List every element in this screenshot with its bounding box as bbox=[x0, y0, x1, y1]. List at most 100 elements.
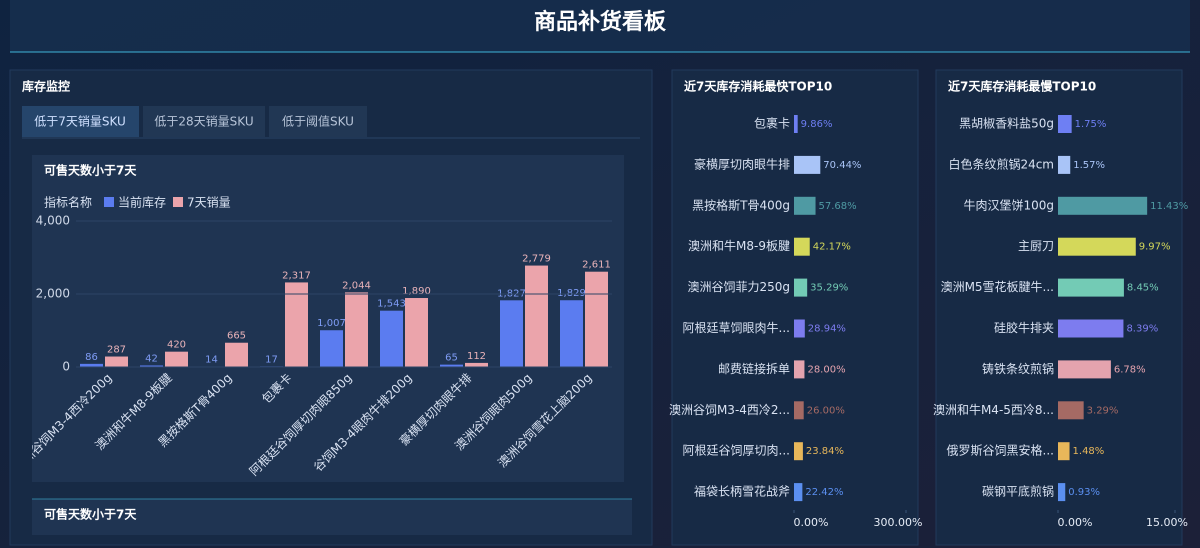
data-label: 8.39% bbox=[1126, 324, 1158, 335]
bar bbox=[1058, 196, 1148, 215]
bar bbox=[1058, 115, 1072, 133]
bar bbox=[80, 363, 103, 367]
data-label: 17 bbox=[265, 354, 278, 365]
data-label: 1,543 bbox=[377, 299, 406, 310]
data-label: 86 bbox=[85, 352, 98, 363]
bar bbox=[794, 278, 808, 297]
bar bbox=[345, 292, 368, 367]
tab[interactable]: 低于7天销量SKU bbox=[34, 115, 126, 129]
legend-title: 指标名称 bbox=[44, 195, 92, 210]
data-label: 287 bbox=[107, 345, 126, 356]
row-label: 澳洲谷饲菲力250g bbox=[687, 280, 790, 294]
row-label: 牛肉汉堡饼100g bbox=[963, 197, 1054, 212]
y-tick-label: 4,000 bbox=[36, 214, 70, 228]
row-label: 豪横厚切肉眼牛排 bbox=[694, 156, 790, 171]
data-label: 2,779 bbox=[522, 254, 551, 265]
bar bbox=[165, 351, 188, 367]
data-label: 22.42% bbox=[805, 487, 843, 498]
chart-title: 可售天数小于7天 bbox=[44, 163, 137, 178]
row-label: 黑胡椒香料盐50g bbox=[959, 117, 1054, 131]
legend-swatch bbox=[104, 197, 114, 207]
data-label: 57.68% bbox=[819, 201, 857, 212]
bar bbox=[105, 356, 128, 367]
bar bbox=[525, 265, 548, 367]
data-label: 28.94% bbox=[808, 324, 846, 335]
bar bbox=[1058, 483, 1066, 502]
row-label: 白色条纹煎锅24cm bbox=[948, 156, 1054, 171]
slow-panel bbox=[935, 69, 1183, 546]
data-label: 2,611 bbox=[582, 260, 611, 271]
bar bbox=[1058, 360, 1111, 379]
bar bbox=[794, 196, 816, 215]
tab-bg[interactable] bbox=[143, 106, 265, 137]
bar bbox=[1058, 278, 1124, 297]
bar bbox=[1058, 155, 1071, 174]
row-label: 澳洲和牛M8-9板腱 bbox=[688, 238, 790, 253]
data-label: 1.57% bbox=[1073, 160, 1105, 171]
data-label: 65 bbox=[445, 353, 458, 364]
bar bbox=[794, 155, 821, 174]
row-label: 阿根廷谷饲厚切肉... bbox=[683, 444, 790, 458]
bar bbox=[1058, 401, 1084, 420]
legend-swatch bbox=[173, 197, 183, 207]
tab-active[interactable] bbox=[22, 106, 139, 137]
header-bar bbox=[10, 0, 1190, 52]
fast-panel bbox=[671, 69, 919, 546]
bar bbox=[585, 271, 608, 367]
data-label: 2,044 bbox=[342, 280, 371, 291]
data-label: 9.97% bbox=[1139, 242, 1171, 253]
row-label: 邮费链接拆单 bbox=[718, 361, 790, 376]
data-label: 35.29% bbox=[810, 283, 848, 294]
data-label: 23.84% bbox=[806, 446, 844, 457]
bar bbox=[794, 319, 805, 338]
data-label: 1.48% bbox=[1073, 446, 1105, 457]
panel-title: 近7天库存消耗最慢TOP10 bbox=[948, 79, 1096, 94]
bar bbox=[140, 365, 163, 367]
bar bbox=[500, 300, 523, 367]
y-tick-label: 0 bbox=[62, 360, 70, 374]
row-label: 澳洲和牛M4-5西冷8... bbox=[933, 402, 1054, 417]
tab[interactable]: 低于28天销量SKU bbox=[154, 115, 253, 129]
bar bbox=[794, 115, 798, 133]
panel-title: 近7天库存消耗最快TOP10 bbox=[684, 79, 832, 94]
row-label: 俄罗斯谷饲黑安格... bbox=[947, 443, 1054, 458]
row-label: 主厨刀 bbox=[1018, 239, 1054, 253]
tab-bg[interactable] bbox=[269, 106, 367, 137]
bar bbox=[794, 442, 803, 461]
data-label: 420 bbox=[167, 340, 186, 351]
data-label: 2,317 bbox=[282, 270, 311, 281]
data-label: 8.45% bbox=[1127, 283, 1159, 294]
data-label: 3.29% bbox=[1087, 405, 1119, 416]
x-tick-label: 15.00% bbox=[1146, 516, 1188, 529]
row-label: 硅胶牛排夹 bbox=[994, 320, 1054, 335]
data-label: 9.86% bbox=[801, 119, 833, 130]
bar bbox=[1058, 319, 1124, 338]
x-tick-label: 0.00% bbox=[1058, 516, 1093, 529]
data-label: 1.75% bbox=[1075, 119, 1107, 130]
bar bbox=[440, 364, 463, 367]
row-label: 碳钢平底煎锅 bbox=[982, 484, 1054, 499]
row-label: 澳洲M5雪花板腱牛... bbox=[941, 279, 1054, 294]
data-label: 0.93% bbox=[1068, 487, 1100, 498]
bar bbox=[794, 360, 805, 379]
card-title: 可售天数小于7天 bbox=[44, 507, 137, 522]
x-tick-label: 300.00% bbox=[874, 516, 923, 529]
bar bbox=[225, 342, 248, 367]
row-label: 澳洲谷饲M3-4西冷2... bbox=[669, 403, 790, 417]
x-tick-label: 0.00% bbox=[794, 516, 829, 529]
bar bbox=[465, 362, 488, 367]
data-label: 112 bbox=[467, 351, 486, 362]
data-label: 14 bbox=[205, 354, 218, 365]
bar bbox=[285, 282, 308, 367]
bar bbox=[405, 298, 428, 367]
bar bbox=[794, 401, 804, 420]
row-label: 铸铁条纹煎锅 bbox=[982, 361, 1054, 376]
bar bbox=[1058, 237, 1136, 256]
data-label: 28.00% bbox=[807, 364, 845, 375]
data-label: 1,890 bbox=[402, 286, 431, 297]
y-tick-label: 2,000 bbox=[36, 287, 70, 301]
tab[interactable]: 低于阈值SKU bbox=[282, 114, 354, 129]
bottom-card bbox=[32, 499, 632, 535]
data-label: 1,007 bbox=[317, 318, 346, 329]
